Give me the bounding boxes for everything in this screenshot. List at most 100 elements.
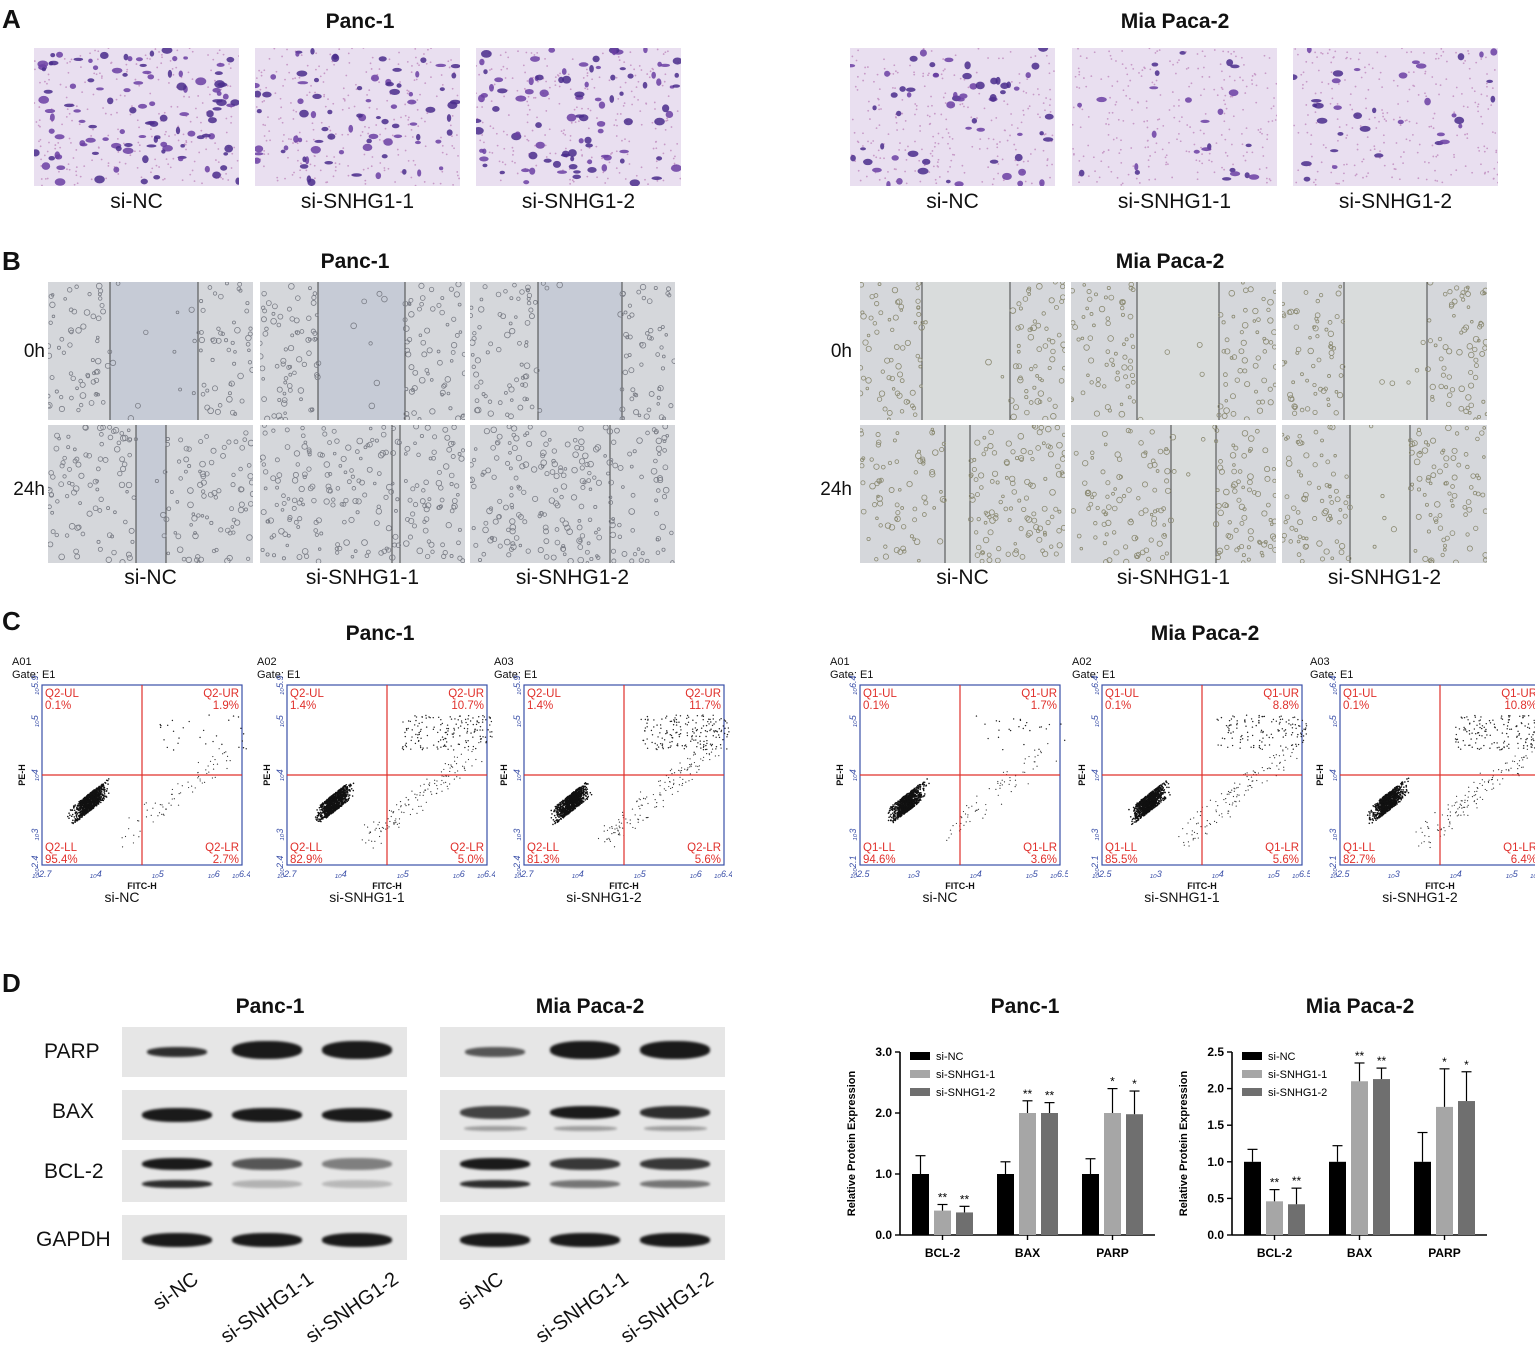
scratch-image-4: [860, 282, 1065, 420]
y-tick-label: 3.0: [875, 1045, 892, 1059]
panel-a-caption-5: si-SNHG1-1: [1072, 190, 1277, 214]
transwell-image-3: [476, 48, 681, 186]
blot-strip-1-4: [122, 1215, 407, 1260]
blot-band: [322, 1041, 392, 1059]
quadrant-ll-label: Q2-LL: [45, 842, 78, 854]
bar: [1351, 1081, 1368, 1235]
panel-label-c: C: [2, 606, 21, 637]
panel-label-b: B: [2, 246, 21, 277]
flow-y-tick: ₁₀5: [512, 714, 522, 728]
quadrant-ll-value: 95.4%: [45, 854, 78, 866]
bar: [1019, 1113, 1036, 1235]
panel-a-title-panc1: Panc-1: [260, 10, 460, 34]
flow-x-tick: ₁₀5: [396, 869, 410, 879]
blot-strip-2-3: [440, 1150, 725, 1202]
flow-y-tick: ₁₀3: [1328, 829, 1338, 842]
quadrant-ul-label: Q1-UL: [1105, 688, 1139, 700]
quadrant-ur-label: Q1-UR: [1263, 688, 1299, 700]
flow-y-tick: ₁₀6.4: [1328, 675, 1338, 695]
flow-x-tick: ₁₀6.4: [713, 869, 732, 879]
panel-d-blot-title-mia: Mia Paca-2: [490, 995, 690, 1019]
panel-d-blot-title-panc1: Panc-1: [170, 995, 370, 1019]
quadrant-ur-value: 10.8%: [1504, 700, 1535, 712]
transwell-image-6: [1293, 48, 1498, 186]
flow-sample-id: A02: [1072, 656, 1092, 668]
scratch-image-6: [1282, 282, 1487, 420]
bar: [1436, 1107, 1453, 1235]
quadrant-ll-label: Q1-LL: [1343, 842, 1376, 854]
blot-band: [322, 1180, 392, 1188]
quadrant-lr-value: 5.0%: [458, 854, 484, 866]
significance-label: **: [1045, 1089, 1055, 1103]
quadrant-lr-label: Q2-LR: [205, 842, 239, 854]
blot-band: [460, 1158, 530, 1170]
y-axis-label: Relative Protein Expression: [1178, 1070, 1190, 1216]
flow-y-tick: ₁₀5.9: [512, 675, 522, 695]
flow-y-tick: ₁₀5: [30, 714, 40, 728]
legend-label: si-SNHG1-2: [1268, 1087, 1327, 1099]
legend-swatch: [910, 1052, 930, 1060]
flow-y-tick: ₁₀6.4: [848, 675, 858, 695]
blot-band: [232, 1158, 302, 1170]
quadrant-ul-value: 1.4%: [290, 700, 316, 712]
quadrant-ll-value: 82.7%: [1343, 854, 1376, 866]
y-tick-label: 1.5: [1207, 1118, 1224, 1132]
panel-c-title-panc1: Panc-1: [280, 622, 480, 646]
blot-strip-1-2: [122, 1090, 407, 1140]
flow-group-caption: si-SNHG1-1: [329, 889, 405, 902]
transwell-image-5: [1072, 48, 1277, 186]
blot-band: [644, 1126, 707, 1131]
scratch-image-11: [1071, 425, 1276, 563]
lane-label-4: si-NC: [421, 1268, 508, 1338]
panel-label-d: D: [2, 968, 21, 999]
panel-label-a: A: [2, 4, 21, 35]
flow-y-tick: ₁₀3: [1090, 829, 1100, 842]
blot-strip-1-3: [122, 1150, 407, 1202]
y-axis-label: Relative Protein Expression: [846, 1070, 858, 1216]
blot-band: [550, 1180, 620, 1188]
blot-band: [322, 1108, 392, 1122]
bar: [1104, 1113, 1121, 1235]
bar: [1126, 1114, 1143, 1235]
y-tick-label: 1.0: [875, 1167, 892, 1181]
flow-y-tick: ₁₀5: [1328, 714, 1338, 728]
flow-y-axis-label: PE-H: [1315, 764, 1325, 786]
quadrant-ur-value: 1.7%: [1031, 700, 1057, 712]
flow-x-tick: ₁₀6.4: [231, 869, 250, 879]
blot-band: [142, 1158, 212, 1170]
panel-b-title-panc1: Panc-1: [255, 250, 455, 274]
bar: [1082, 1174, 1099, 1235]
flow-sample-id: A03: [1310, 656, 1330, 668]
quadrant-ur-value: 1.9%: [213, 700, 239, 712]
y-tick-label: 0.0: [875, 1228, 892, 1242]
quadrant-ll-value: 85.5%: [1105, 854, 1138, 866]
significance-label: *: [1110, 1075, 1115, 1089]
panel-a-caption-3: si-SNHG1-2: [476, 190, 681, 214]
flow-group-caption: si-SNHG1-2: [1382, 889, 1458, 902]
flow-y-tick: ₁₀2.1: [1090, 855, 1100, 875]
timepoint-24h-left: 24h: [0, 479, 45, 501]
x-tick-label: PARP: [1096, 1246, 1128, 1260]
panel-a-caption-6: si-SNHG1-2: [1293, 190, 1498, 214]
panel-b-caption-6: si-SNHG1-2: [1282, 566, 1487, 590]
blot-band: [142, 1233, 212, 1247]
flow-y-tick: ₁₀3: [30, 829, 40, 842]
legend-label: si-SNHG1-1: [1268, 1069, 1327, 1081]
blot-band: [322, 1158, 392, 1170]
scratch-image-9: [470, 425, 675, 563]
flow-y-tick: ₁₀4: [512, 769, 522, 782]
chart-title-panc1: Panc-1: [925, 995, 1125, 1019]
flow-x-tick: ₁₀5: [1267, 869, 1281, 879]
panel-b-title-mia: Mia Paca-2: [1070, 250, 1270, 274]
blot-band: [142, 1180, 212, 1188]
panel-b-caption-1: si-NC: [48, 566, 253, 590]
blot-band: [460, 1106, 530, 1119]
y-tick-label: 2.0: [1207, 1082, 1224, 1096]
quadrant-ll-label: Q1-LL: [1105, 842, 1138, 854]
blot-band: [640, 1106, 710, 1119]
flow-y-tick: ₁₀2.1: [848, 855, 858, 875]
